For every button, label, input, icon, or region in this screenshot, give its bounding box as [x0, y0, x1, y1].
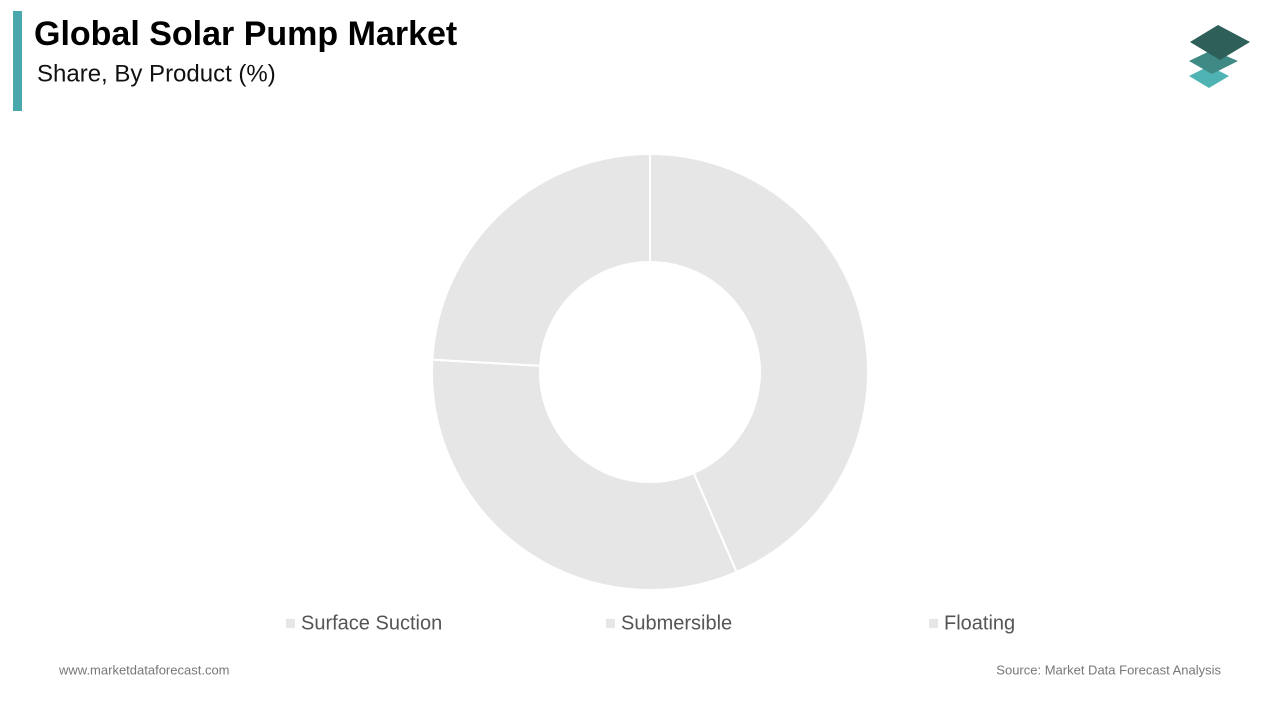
- legend-marker: [286, 619, 295, 628]
- legend-label: Floating: [944, 612, 1015, 634]
- chart-subtitle: Share, By Product (%): [37, 60, 276, 87]
- legend-label: Surface Suction: [301, 612, 442, 634]
- logo: [1189, 25, 1250, 88]
- legend-marker: [929, 619, 938, 628]
- website: www.marketdataforecast.com: [58, 662, 230, 677]
- legend-marker: [606, 619, 615, 628]
- donut-segment: [649, 152, 869, 574]
- chart-title: Global Solar Pump Market: [34, 15, 457, 53]
- donut-segment: [431, 358, 738, 591]
- legend-label: Submersible: [621, 612, 732, 634]
- source: Source: Market Data Forecast Analysis: [996, 662, 1221, 677]
- title-accent: [13, 11, 22, 111]
- donut-segment: [431, 152, 651, 367]
